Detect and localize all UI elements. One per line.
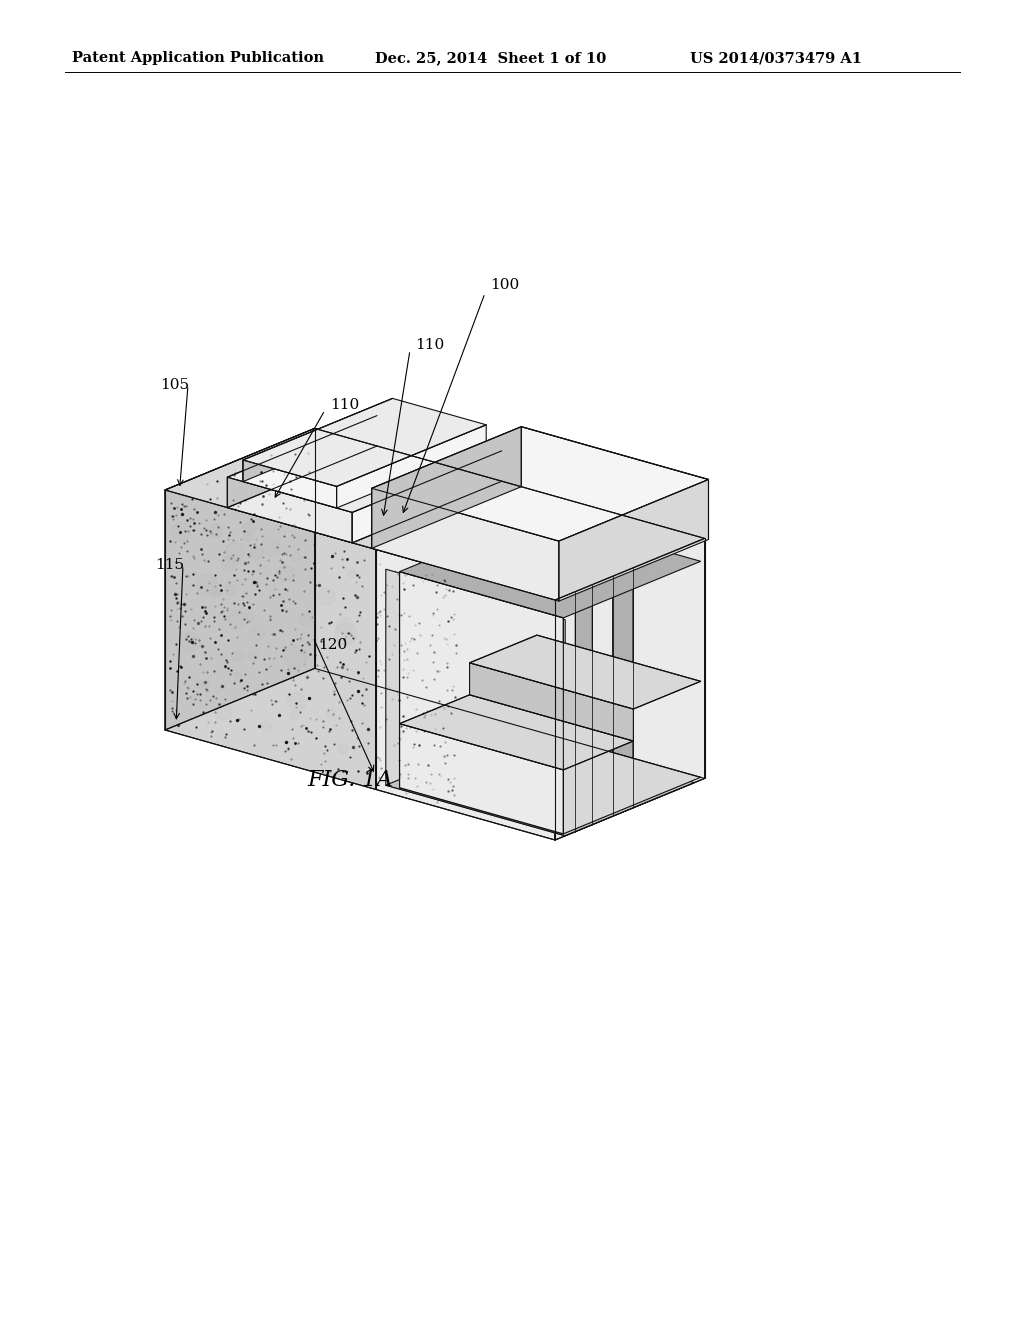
Text: US 2014/0373479 A1: US 2014/0373479 A1	[690, 51, 862, 65]
Polygon shape	[376, 549, 555, 840]
Polygon shape	[372, 426, 709, 541]
Polygon shape	[386, 569, 565, 836]
Text: 110: 110	[330, 399, 359, 412]
Circle shape	[209, 524, 222, 539]
Text: 115: 115	[155, 558, 184, 572]
Polygon shape	[399, 731, 700, 834]
Circle shape	[288, 693, 306, 711]
Circle shape	[300, 611, 315, 627]
Text: FIG. 1A: FIG. 1A	[307, 770, 393, 791]
Polygon shape	[559, 479, 709, 601]
Circle shape	[338, 743, 348, 754]
Circle shape	[197, 574, 218, 595]
Polygon shape	[227, 446, 502, 543]
Polygon shape	[593, 577, 612, 825]
Circle shape	[335, 623, 356, 645]
Circle shape	[232, 651, 244, 661]
Circle shape	[249, 651, 258, 661]
Circle shape	[171, 523, 190, 541]
Circle shape	[262, 537, 281, 556]
Circle shape	[221, 556, 237, 570]
Circle shape	[228, 610, 247, 630]
Circle shape	[215, 590, 222, 597]
Polygon shape	[227, 478, 352, 543]
Circle shape	[291, 711, 299, 721]
Text: 100: 100	[490, 279, 519, 292]
Polygon shape	[372, 426, 521, 548]
Circle shape	[225, 543, 244, 562]
Polygon shape	[165, 429, 314, 730]
Polygon shape	[399, 723, 563, 834]
Polygon shape	[227, 416, 502, 512]
Circle shape	[243, 532, 252, 541]
Polygon shape	[399, 515, 700, 618]
Circle shape	[261, 722, 271, 731]
Polygon shape	[243, 399, 392, 482]
Circle shape	[318, 589, 335, 606]
Polygon shape	[243, 399, 486, 486]
Circle shape	[326, 709, 336, 718]
Polygon shape	[555, 591, 575, 840]
Polygon shape	[227, 416, 377, 508]
Polygon shape	[386, 733, 694, 836]
Polygon shape	[612, 568, 633, 816]
Circle shape	[337, 618, 352, 634]
Circle shape	[292, 552, 301, 561]
Polygon shape	[575, 585, 593, 832]
Circle shape	[246, 612, 255, 622]
Polygon shape	[337, 425, 486, 508]
Polygon shape	[243, 459, 337, 508]
Circle shape	[225, 583, 237, 595]
Polygon shape	[633, 539, 705, 808]
Circle shape	[201, 681, 210, 689]
Text: Patent Application Publication: Patent Application Publication	[72, 51, 324, 65]
Circle shape	[210, 589, 219, 598]
Polygon shape	[165, 490, 376, 789]
Circle shape	[180, 632, 200, 652]
Polygon shape	[470, 663, 634, 741]
Circle shape	[243, 523, 255, 535]
Polygon shape	[555, 539, 705, 840]
Text: 110: 110	[415, 338, 444, 352]
Polygon shape	[165, 429, 705, 601]
Circle shape	[250, 546, 263, 560]
Circle shape	[278, 565, 295, 582]
Text: 105: 105	[160, 378, 189, 392]
Circle shape	[348, 569, 356, 578]
Polygon shape	[399, 572, 563, 834]
Polygon shape	[470, 635, 700, 709]
Circle shape	[197, 681, 204, 688]
Circle shape	[285, 647, 307, 669]
Circle shape	[216, 704, 232, 719]
Text: Dec. 25, 2014  Sheet 1 of 10: Dec. 25, 2014 Sheet 1 of 10	[375, 51, 606, 65]
Polygon shape	[314, 429, 705, 779]
Polygon shape	[399, 694, 634, 770]
Circle shape	[236, 672, 242, 678]
Circle shape	[249, 626, 265, 640]
Text: 120: 120	[318, 638, 347, 652]
Polygon shape	[352, 451, 502, 543]
Polygon shape	[372, 488, 559, 601]
